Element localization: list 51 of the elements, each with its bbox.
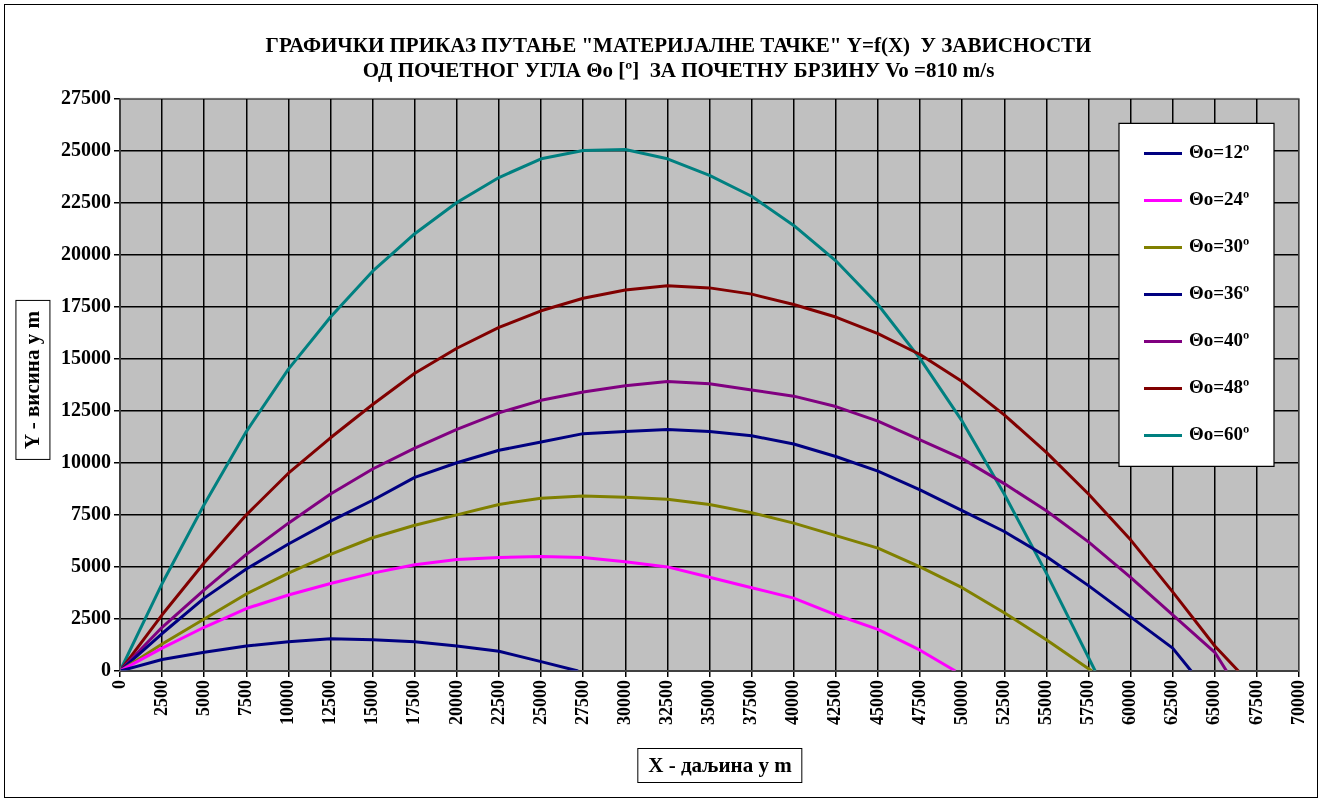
y-tick-label: 15000	[61, 345, 111, 368]
legend-label: Θo=24º	[1189, 188, 1250, 210]
x-tick-label: 70000	[1287, 680, 1308, 725]
y-tick-label: 0	[101, 658, 111, 681]
x-tick-label: 50000	[950, 680, 971, 725]
y-tick-label: 22500	[61, 189, 111, 212]
y-tick-label: 25000	[61, 137, 111, 160]
x-tick-label: 52500	[992, 680, 1013, 725]
x-tick-label: 35000	[698, 680, 719, 725]
y-tick-label: 7500	[71, 502, 111, 525]
legend-label: Θo=12º	[1189, 141, 1250, 163]
x-axis-title: X - даљина у m	[637, 748, 803, 783]
chart-title: ГРАФИЧКИ ПРИКАЗ ПУТАЊЕ "МАТЕРИЈАЛНЕ ТАЧКЕ" Y=f(X) У ЗАВИСНОСТИ ОД ПОЧЕТНОГ УГЛА Θo [º] ЗА ПОЧЕТНУ БРЗИНУ Vo =810 m/s	[265, 33, 1092, 83]
legend-label: Θo=36º	[1189, 282, 1250, 304]
x-tick-label: 10000	[277, 680, 298, 725]
y-tick-label: 17500	[61, 293, 111, 316]
x-tick-label: 37500	[740, 680, 761, 725]
x-tick-label: 2500	[150, 680, 171, 716]
y-tick-label: 2500	[71, 606, 111, 629]
x-tick-label: 5000	[192, 680, 213, 716]
x-tick-label: 57500	[1077, 680, 1098, 725]
x-tick-label: 15000	[361, 680, 382, 725]
x-tick-label: 27500	[571, 680, 592, 725]
x-tick-label: 40000	[782, 680, 803, 725]
legend-label: Θo=48º	[1189, 376, 1250, 398]
y-tick-label: 27500	[61, 85, 111, 108]
y-tick-label: 10000	[61, 449, 111, 472]
x-tick-label: 30000	[613, 680, 634, 725]
x-tick-label: 32500	[656, 680, 677, 725]
x-tick-label: 17500	[403, 680, 424, 725]
x-tick-label: 25000	[529, 680, 550, 725]
x-tick-label: 0	[108, 680, 129, 689]
x-tick-label: 47500	[908, 680, 929, 725]
x-tick-label: 45000	[866, 680, 887, 725]
x-tick-label: 55000	[1035, 680, 1056, 725]
x-tick-label: 20000	[445, 680, 466, 725]
y-axis-title: Y - висина у m	[15, 300, 51, 460]
x-tick-label: 67500	[1245, 680, 1266, 725]
x-tick-label: 65000	[1203, 680, 1224, 725]
x-tick-label: 62500	[1161, 680, 1182, 725]
x-tick-label: 12500	[319, 680, 340, 725]
x-tick-label: 7500	[234, 680, 255, 716]
y-tick-label: 5000	[71, 554, 111, 577]
legend-label: Θo=30º	[1189, 235, 1250, 257]
x-tick-label: 42500	[824, 680, 845, 725]
legend-label: Θo=40º	[1189, 329, 1250, 351]
y-tick-label: 12500	[61, 397, 111, 420]
x-tick-label: 60000	[1119, 680, 1140, 725]
x-tick-label: 22500	[487, 680, 508, 725]
legend-label: Θo=60º	[1189, 423, 1250, 445]
y-tick-label: 20000	[61, 241, 111, 264]
